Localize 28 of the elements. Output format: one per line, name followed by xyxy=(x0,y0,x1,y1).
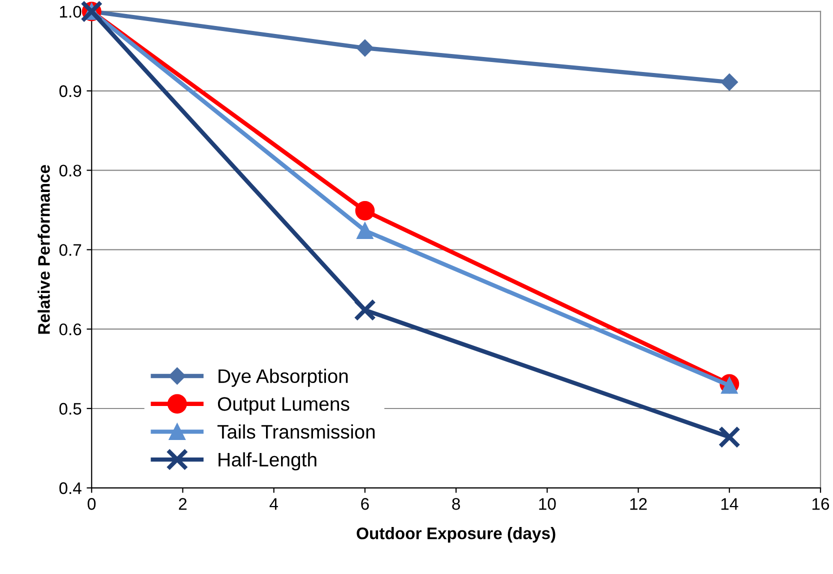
y-tick-label: 0.8 xyxy=(59,164,82,176)
y-tick-label: 0.4 xyxy=(59,482,82,494)
point xyxy=(355,201,375,221)
x-tick-label: 0 xyxy=(88,498,96,510)
y-axis-title: Relative Performance xyxy=(38,165,50,334)
legend-label: Tails Transmission xyxy=(217,424,375,439)
point xyxy=(356,222,374,239)
legend-label: Dye Absorption xyxy=(218,368,348,387)
y-tick-label: 0.6 xyxy=(59,323,82,336)
point xyxy=(718,426,741,448)
x-tick-label: 6 xyxy=(361,498,369,510)
x-tick-label: 12 xyxy=(630,498,647,510)
point xyxy=(720,74,738,91)
x-axis-title: Outdoor Exposure (days) xyxy=(356,527,556,543)
x-tick-label: 4 xyxy=(270,498,278,510)
x-tick-label: 8 xyxy=(452,498,460,510)
point xyxy=(354,298,376,322)
legend-label: Half-Length xyxy=(218,452,316,470)
x-tick-label: 2 xyxy=(178,498,187,510)
y-tick-label: 1.0 xyxy=(60,6,82,18)
y-tick-label: 0.9 xyxy=(59,85,82,98)
x-tick-label: 14 xyxy=(721,498,738,510)
legend-label: Output Lumens xyxy=(218,397,350,415)
y-tick-label: 0.7 xyxy=(59,244,82,256)
x-tick-label: 10 xyxy=(539,498,556,510)
y-tick-label: 0.5 xyxy=(59,402,82,415)
x-tick-label: 16 xyxy=(812,498,830,510)
point xyxy=(356,39,374,57)
